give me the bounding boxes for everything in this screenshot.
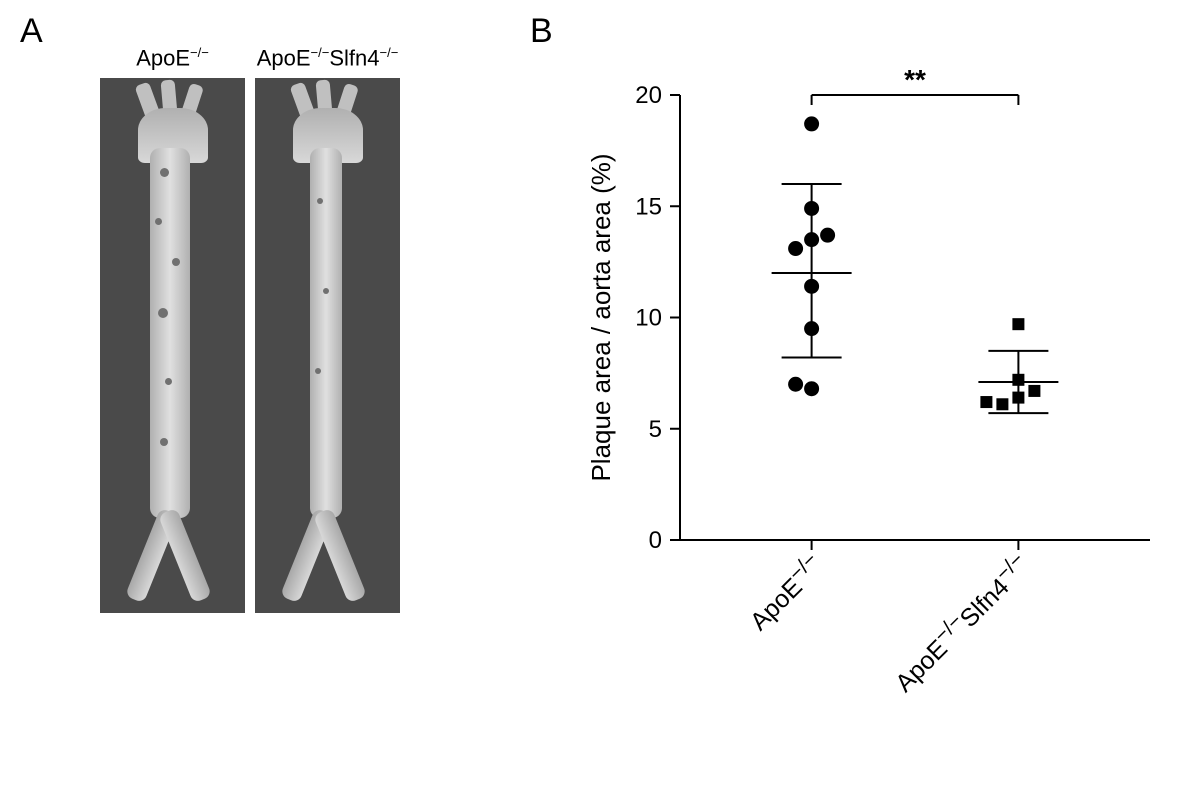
panel-b: B 05101520Plaque area / aorta area (%)**…	[530, 20, 1180, 766]
aorta-image-2	[255, 78, 400, 613]
aorta-label-1: ApoE−/−	[136, 45, 209, 73]
svg-text:5: 5	[649, 416, 662, 443]
panel-b-label: B	[530, 12, 553, 51]
aorta-column-1: ApoE−/−	[100, 45, 245, 613]
svg-text:**: **	[904, 65, 926, 95]
aorta-image-1	[100, 78, 245, 613]
aorta-column-2: ApoE−/−Slfn4−/−	[255, 45, 400, 613]
figure-root: A ApoE−/−	[20, 20, 1180, 766]
chart-svg: 05101520Plaque area / aorta area (%)**Ap…	[580, 65, 1180, 745]
panel-a-images: ApoE−/− ApoE−/−Sl	[100, 45, 490, 613]
svg-text:0: 0	[649, 527, 662, 554]
svg-text:20: 20	[635, 82, 662, 109]
panel-a-label: A	[20, 12, 43, 51]
aorta-label-2: ApoE−/−Slfn4−/−	[257, 45, 399, 73]
scatter-chart: 05101520Plaque area / aorta area (%)**Ap…	[580, 65, 1180, 745]
svg-text:10: 10	[635, 305, 662, 332]
svg-text:15: 15	[635, 193, 662, 220]
svg-text:Plaque area / aorta area (%): Plaque area / aorta area (%)	[586, 153, 616, 481]
panel-a: A ApoE−/−	[20, 20, 490, 766]
